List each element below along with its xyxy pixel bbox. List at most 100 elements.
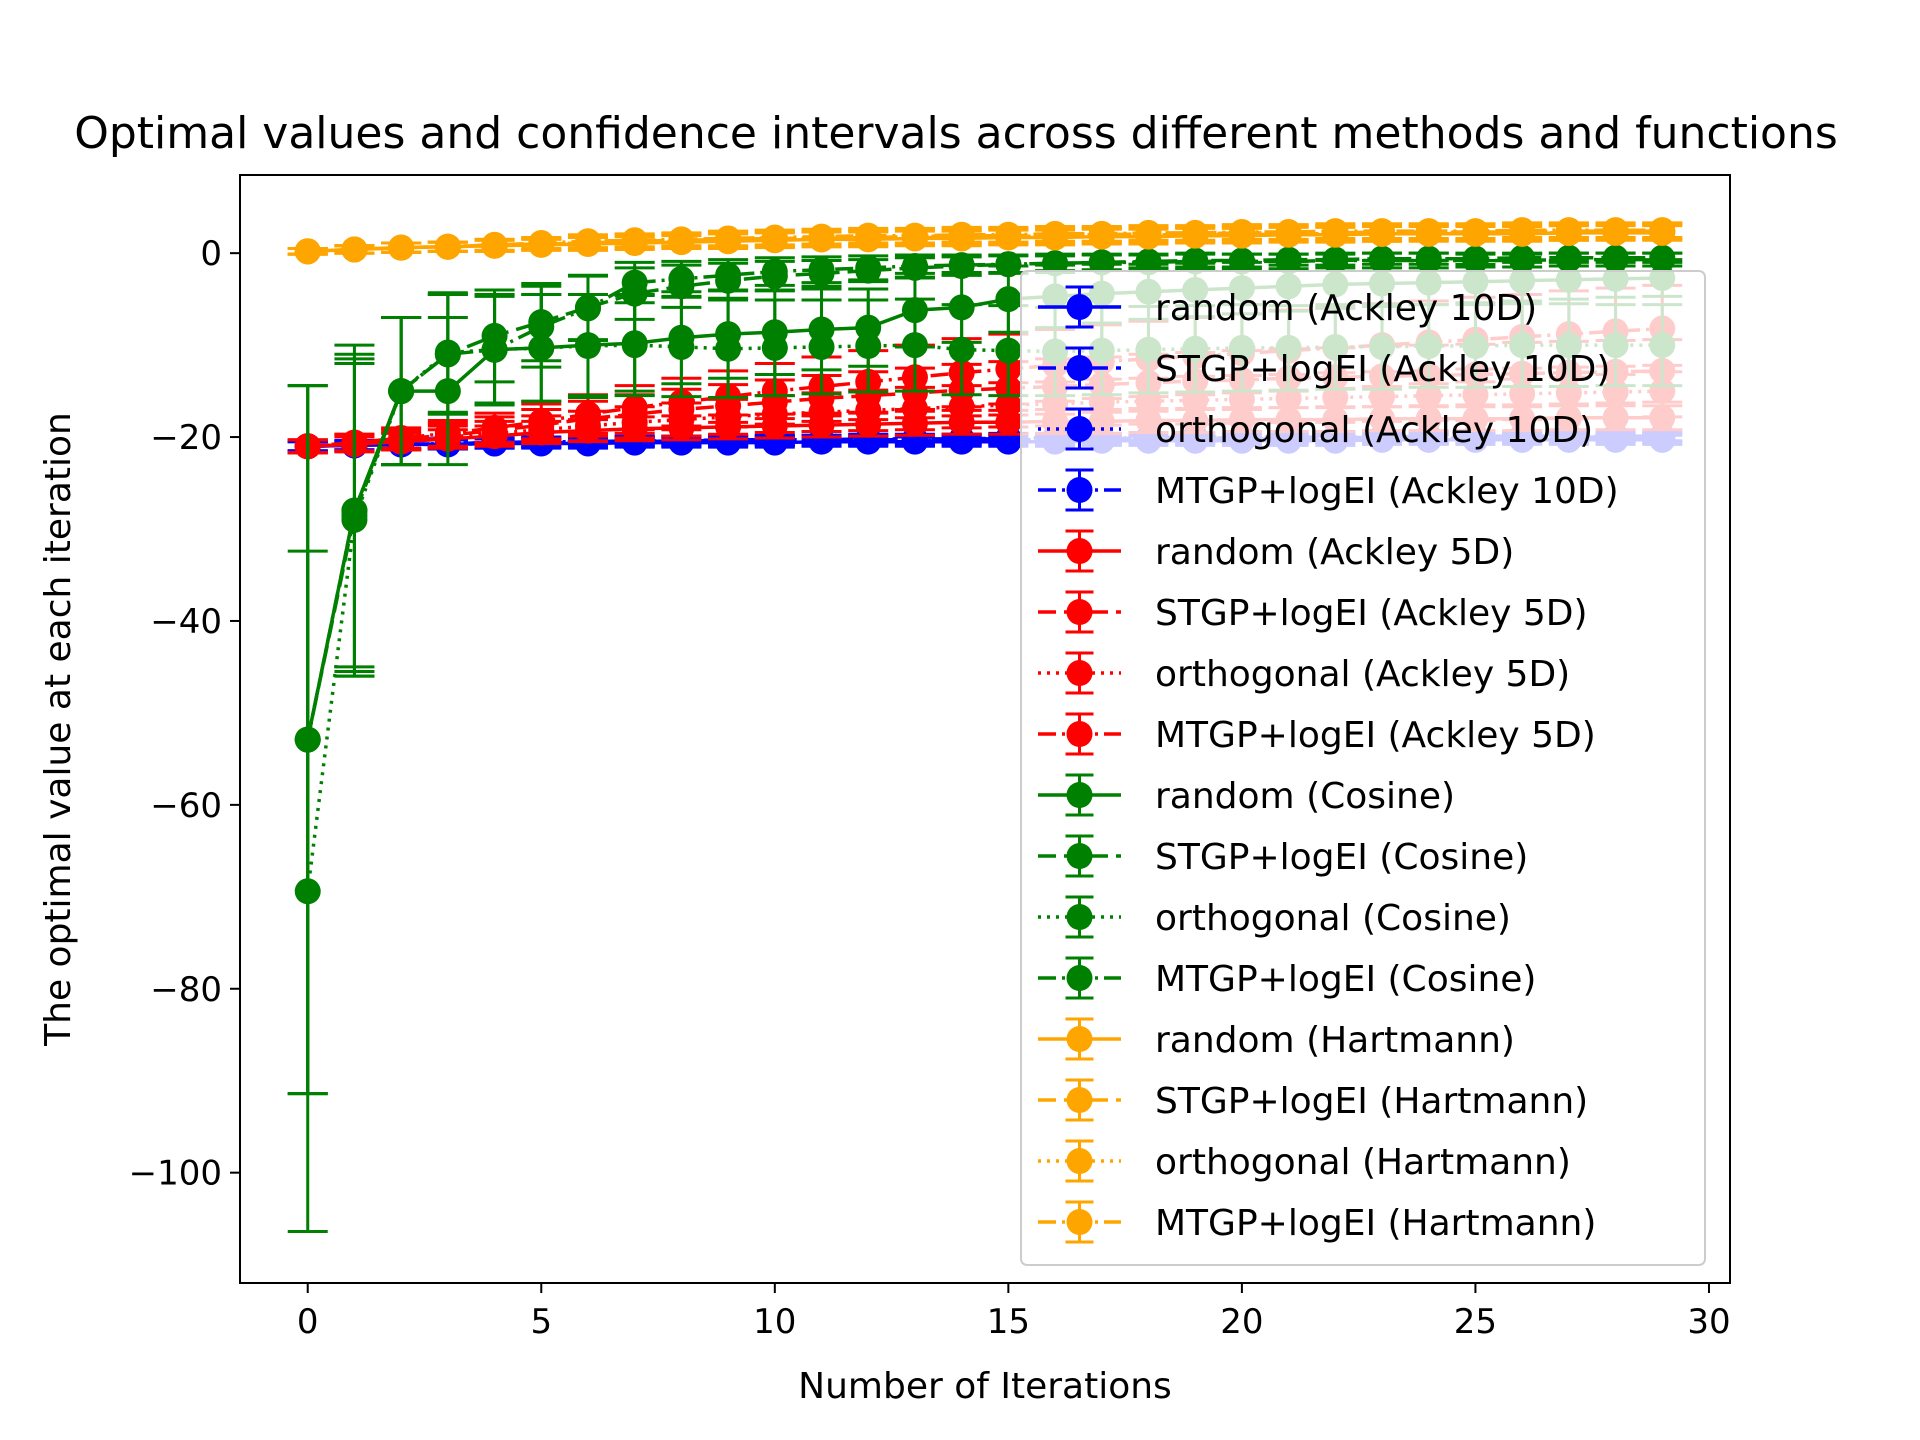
legend: random (Ackley 10D) STGP+logEI (Ackley 10… (1020, 270, 1706, 1266)
data-point (1462, 247, 1489, 274)
data-point (948, 252, 975, 279)
data-point (1088, 220, 1115, 247)
data-point (574, 401, 601, 428)
x-tick-label: 30 (1687, 1302, 1730, 1342)
data-point (388, 234, 415, 261)
data-point (1649, 217, 1676, 244)
data-point (1228, 219, 1255, 246)
data-point (715, 335, 742, 362)
data-point (948, 336, 975, 363)
y-axis-label: The optimal value at each iteration (38, 412, 79, 1047)
data-point (528, 408, 555, 435)
legend-marker (1066, 416, 1093, 442)
data-point (1182, 248, 1209, 275)
data-point (434, 341, 461, 368)
data-point (1042, 250, 1069, 277)
legend-item: orthogonal (Cosine) (1038, 895, 1511, 939)
legend-item: MTGP+logEI (Cosine) (1038, 956, 1536, 1000)
legend-label: STGP+logEI (Ackley 10D) (1155, 349, 1610, 390)
legend-item: STGP+logEI (Hartmann) (1038, 1078, 1588, 1122)
data-point (1322, 247, 1349, 274)
y-tick-label: 0 (200, 234, 222, 274)
legend-marker (1066, 355, 1093, 381)
legend-item: MTGP+logEI (Ackley 5D) (1038, 712, 1596, 756)
data-point (1555, 217, 1582, 244)
legend-label: STGP+logEI (Ackley 5D) (1155, 593, 1588, 634)
data-point (1602, 217, 1629, 244)
y-tick-label: −20 (150, 418, 222, 458)
data-point (574, 295, 601, 322)
legend-item: random (Hartmann) (1038, 1017, 1515, 1061)
data-point (808, 223, 835, 250)
data-point (294, 238, 321, 265)
data-point (341, 497, 368, 524)
x-tick-label: 10 (753, 1302, 796, 1342)
legend-label: random (Hartmann) (1155, 1020, 1515, 1061)
data-point (808, 333, 835, 360)
x-tick-label: 25 (1454, 1302, 1497, 1342)
data-point (1369, 247, 1396, 274)
series-15 (287, 217, 1683, 265)
data-point (528, 313, 555, 340)
data-point (668, 265, 695, 292)
data-point (995, 337, 1022, 364)
legend-marker (1066, 294, 1093, 320)
data-point (481, 336, 508, 363)
data-point (1322, 218, 1349, 245)
legend-marker (1066, 843, 1093, 869)
data-point (761, 224, 788, 251)
legend-label: MTGP+logEI (Ackley 5D) (1155, 715, 1596, 756)
x-tick-label: 5 (530, 1302, 552, 1342)
y-tick-label: −80 (150, 970, 222, 1010)
data-point (621, 269, 648, 296)
legend-marker (1066, 538, 1093, 564)
legend-item: random (Cosine) (1038, 773, 1455, 817)
legend-marker (1066, 599, 1093, 625)
data-point (715, 225, 742, 252)
legend-item: MTGP+logEI (Ackley 10D) (1038, 468, 1619, 512)
data-point (434, 233, 461, 260)
data-point (1042, 220, 1069, 247)
data-point (761, 334, 788, 361)
data-point (1275, 248, 1302, 275)
data-point (901, 332, 928, 359)
data-point (341, 236, 368, 263)
legend-label: STGP+logEI (Hartmann) (1155, 1081, 1588, 1122)
legend-marker (1066, 1148, 1093, 1174)
y-tick-label: −40 (150, 602, 222, 642)
legend-label: MTGP+logEI (Hartmann) (1155, 1203, 1596, 1244)
legend-marker (1066, 1087, 1093, 1113)
legend-label: orthogonal (Ackley 5D) (1155, 654, 1570, 695)
data-point (1182, 219, 1209, 246)
data-point (901, 253, 928, 280)
legend-item: random (Ackley 5D) (1038, 529, 1514, 573)
legend-marker (1066, 721, 1093, 747)
data-point (995, 251, 1022, 278)
legend-marker (1066, 1209, 1093, 1235)
data-point (528, 230, 555, 257)
legend-marker (1066, 477, 1093, 503)
legend-label: MTGP+logEI (Cosine) (1155, 959, 1536, 1000)
data-point (1649, 246, 1676, 273)
legend-label: random (Cosine) (1155, 776, 1455, 817)
data-point (855, 222, 882, 249)
legend-marker (1066, 782, 1093, 808)
x-axis: 0 5 10 15 20 25 30 (297, 1283, 1731, 1342)
x-tick-label: 0 (297, 1302, 319, 1342)
data-point (668, 226, 695, 253)
legend-item: MTGP+logEI (Hartmann) (1038, 1200, 1596, 1244)
data-point (574, 228, 601, 255)
chart-title: Optimal values and confidence intervals … (74, 108, 1838, 159)
legend-item: orthogonal (Ackley 10D) (1038, 407, 1593, 451)
legend-item: STGP+logEI (Cosine) (1038, 834, 1528, 878)
legend-label: orthogonal (Ackley 10D) (1155, 410, 1593, 451)
legend-label: orthogonal (Cosine) (1155, 898, 1511, 939)
legend-label: MTGP+logEI (Ackley 10D) (1155, 471, 1619, 512)
x-tick-label: 20 (1220, 1302, 1263, 1342)
legend-item: random (Ackley 10D) (1038, 285, 1537, 329)
y-tick-label: −100 (129, 1154, 222, 1194)
data-point (1228, 248, 1255, 275)
data-point (1509, 247, 1536, 274)
legend-label: orthogonal (Hartmann) (1155, 1142, 1571, 1183)
